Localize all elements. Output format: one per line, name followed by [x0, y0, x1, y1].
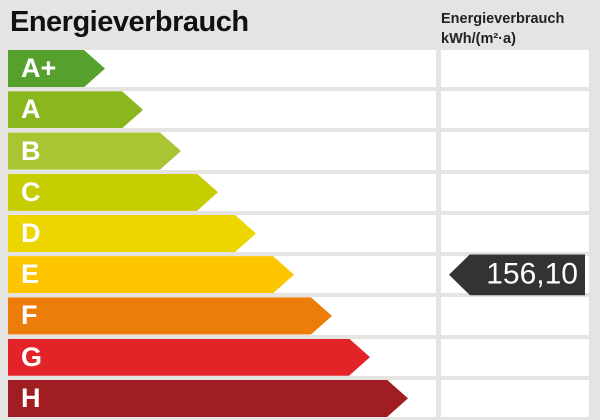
- scale-row-c: C: [0, 173, 600, 211]
- scale-row-b: B: [0, 132, 600, 170]
- scale-arrow: A: [8, 91, 143, 128]
- value-cell: 156,10: [441, 254, 589, 296]
- energy-scale: A+ A B C D: [0, 50, 600, 417]
- value-cell: [441, 214, 589, 253]
- scale-row-e: 156,10 E: [0, 254, 600, 296]
- scale-row-f: F: [0, 297, 600, 335]
- scale-arrow: F: [8, 297, 332, 334]
- scale-arrow: C: [8, 174, 218, 211]
- scale-letter: B: [21, 135, 41, 166]
- scale-row-aplus: A+: [0, 50, 600, 88]
- scale-arrow: G: [8, 339, 370, 376]
- scale-letter: E: [21, 259, 40, 290]
- scale-row-g: G: [0, 338, 600, 376]
- scale-arrow: D: [8, 215, 256, 252]
- scale-arrow: A+: [8, 50, 105, 87]
- scale-row-a: A: [0, 91, 600, 129]
- scale-letter: F: [21, 300, 38, 331]
- scale-row-d: D: [0, 214, 600, 253]
- scale-letter: H: [21, 382, 41, 413]
- scale-letter: C: [21, 176, 41, 207]
- scale-arrow: B: [8, 132, 181, 169]
- value-cell: [441, 379, 589, 417]
- scale-row-h: H: [0, 379, 600, 417]
- page-title: Energieverbrauch: [10, 6, 249, 38]
- unit-header-line2: kWh/(m²·a): [441, 31, 516, 47]
- value-tag: 156,10: [449, 254, 585, 296]
- value-cell: [441, 50, 589, 88]
- unit-header: Energieverbrauch kWh/(m²·a): [441, 9, 564, 49]
- scale-letter: D: [21, 217, 41, 248]
- value-cell: [441, 297, 589, 335]
- value-cell: [441, 173, 589, 211]
- scale-arrow: H: [8, 380, 408, 417]
- value-cell: [441, 338, 589, 376]
- scale-arrow: E: [8, 256, 294, 293]
- scale-letter: A: [21, 94, 41, 125]
- scale-letter: A+: [21, 53, 57, 84]
- value-cell: [441, 91, 589, 129]
- unit-header-line1: Energieverbrauch: [441, 11, 565, 27]
- value-cell: [441, 132, 589, 170]
- scale-letter: G: [21, 341, 43, 372]
